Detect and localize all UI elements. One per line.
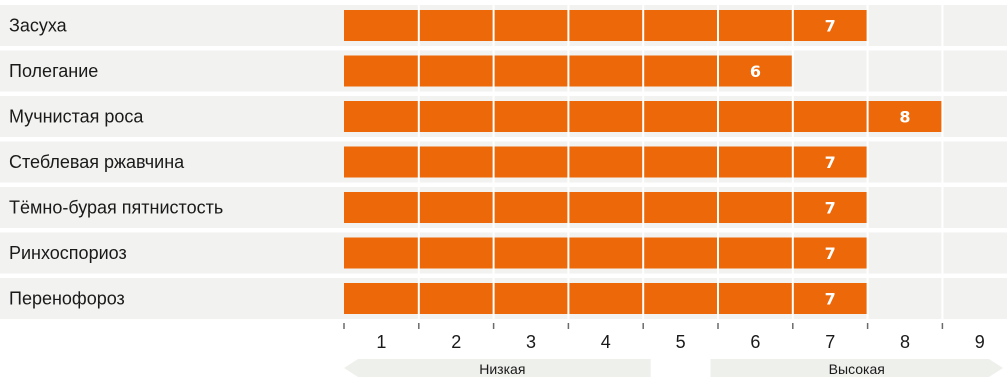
tick-label: 9 bbox=[975, 332, 985, 352]
tick-label: 2 bbox=[451, 332, 461, 352]
bar bbox=[344, 192, 868, 223]
bar bbox=[344, 10, 868, 41]
bar-value-label: 7 bbox=[825, 17, 836, 36]
bar-value-label: 7 bbox=[825, 290, 836, 309]
tick-label: 8 bbox=[900, 332, 910, 352]
bar-value-label: 6 bbox=[750, 62, 761, 81]
tick-label: 7 bbox=[825, 332, 835, 352]
category-label: Мучнистая роса bbox=[9, 107, 144, 127]
category-label: Тёмно-бурая пятнистость bbox=[9, 198, 223, 218]
category-label: Стеблевая ржавчина bbox=[9, 152, 185, 172]
bar-value-label: 7 bbox=[825, 199, 836, 218]
low-range-label: Низкая bbox=[479, 361, 525, 377]
bar-value-label: 8 bbox=[899, 108, 910, 127]
tick-label: 3 bbox=[526, 332, 536, 352]
bar bbox=[344, 237, 868, 269]
category-labels: Засуха Полегание Мучнистая роса Стеблевая р… bbox=[9, 16, 223, 309]
bar-value-label: 7 bbox=[825, 153, 836, 172]
bar-value-label: 7 bbox=[825, 244, 836, 263]
tick-label: 5 bbox=[676, 332, 686, 352]
tick-label: 1 bbox=[376, 332, 386, 352]
category-label: Засуха bbox=[9, 16, 68, 36]
category-label: Перенофороз bbox=[9, 289, 125, 309]
category-label: Ринхоспориоз bbox=[9, 243, 127, 263]
bar bbox=[344, 146, 868, 178]
x-axis: 1 2 3 4 5 6 7 8 9 bbox=[343, 5, 985, 352]
high-range-label: Высокая bbox=[829, 361, 885, 377]
high-range-arrow bbox=[710, 359, 1003, 377]
tick-label: 6 bbox=[750, 332, 760, 352]
value-labels: 7 6 8 7 7 7 7 bbox=[750, 17, 911, 309]
low-range-arrow bbox=[344, 359, 651, 377]
bar bbox=[344, 283, 868, 314]
category-label: Полегание bbox=[9, 61, 98, 81]
tick-label: 4 bbox=[601, 332, 611, 352]
scale-arrows: Низкая Высокая bbox=[344, 359, 1003, 377]
